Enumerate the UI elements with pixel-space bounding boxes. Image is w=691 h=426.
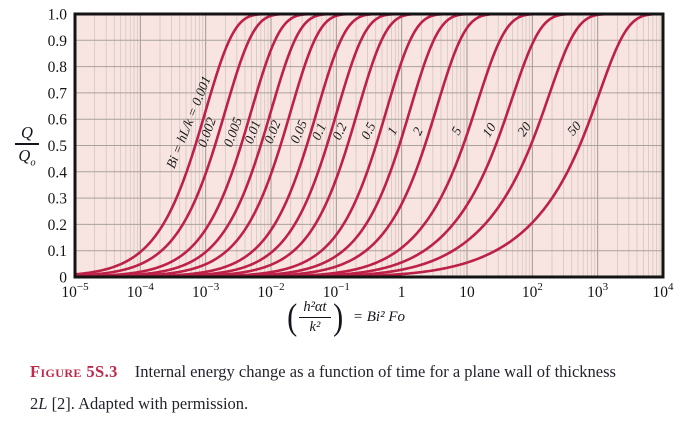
fraction-bar (15, 143, 39, 145)
y-tick-labels: 1.0 0.9 0.8 0.7 0.6 0.5 0.4 0.3 0.2 0.1 0 (48, 7, 68, 287)
y-axis-title: Q Qo (8, 124, 46, 168)
x-tick: 103 (587, 281, 609, 301)
y-tick: 0.6 (48, 112, 68, 129)
x-tick: 102 (522, 281, 543, 301)
curve-label-bi-0.1: 0.1 (309, 121, 330, 143)
x-tick: 1 (398, 284, 406, 301)
y-tick: 0.4 (48, 164, 68, 181)
figure-caption: Figure 5S.3 Internal energy change as a f… (30, 356, 682, 420)
y-tick: 0.8 (48, 59, 68, 76)
curve-bi-0.002 (75, 14, 283, 277)
x-tick-labels: 10−5 10−4 10−3 10−2 10−1 1 10 102 103 104 (61, 281, 674, 301)
y-tick: 0.7 (48, 85, 68, 102)
y-tick: 0.3 (48, 191, 68, 208)
plot-frame (73, 12, 665, 279)
curve-label-bi-0.2: 0.2 (329, 120, 350, 142)
caption-line1: Internal energy change as a function of … (134, 362, 616, 381)
x-tick: 10 (459, 284, 475, 301)
y-tick: 1.0 (48, 7, 68, 24)
x-axis-title: ( h²αt k² ) = Bi² Fo (0, 299, 691, 336)
close-paren: ) (332, 297, 343, 338)
x-tick: 10−5 (61, 281, 89, 301)
open-paren: ( (287, 297, 298, 338)
y-tick: 0.5 (48, 138, 68, 155)
x-tick: 10−2 (257, 281, 284, 301)
x-tick: 10−3 (192, 281, 220, 301)
y-tick: 0.9 (48, 33, 68, 50)
y-axis-denominator: Qo (18, 145, 36, 168)
curve-bi-0.001 (75, 14, 263, 276)
figure-number: Figure 5S.3 (30, 362, 118, 381)
y-tick: 0 (59, 270, 67, 287)
x-tick: 104 (653, 281, 675, 301)
x-axis-equals-bi2fo: = Bi² Fo (352, 309, 406, 325)
x-axis-fraction: h²αt k² (299, 299, 331, 336)
x-tick: 10−4 (127, 281, 155, 301)
grid-major (75, 14, 663, 277)
curve-label-bi-0.5: 0.5 (358, 120, 379, 142)
y-tick: 0.2 (48, 217, 67, 234)
y-axis-numerator: Q (21, 123, 33, 142)
x-tick: 10−1 (323, 281, 350, 301)
caption-line2: 2L [2]. Adapted with permission. (30, 394, 249, 413)
y-tick: 0.1 (48, 243, 67, 260)
